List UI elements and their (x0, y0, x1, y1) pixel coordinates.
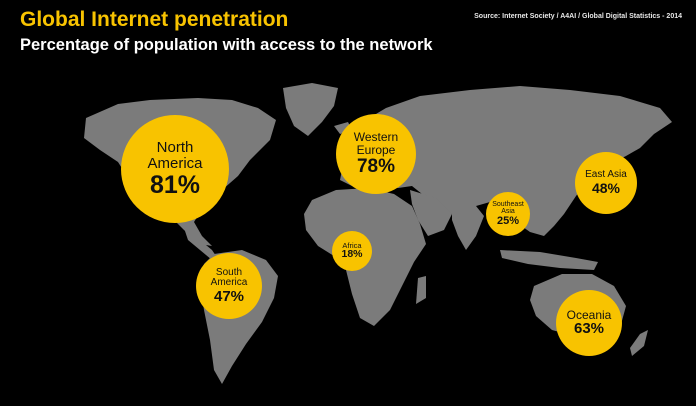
indonesia-shape (500, 250, 598, 270)
bubble-label: Southeast Asia (492, 200, 524, 216)
india-shape (452, 206, 484, 250)
bubble-value: 81% (149, 170, 201, 199)
bubble-africa: Africa 18% (332, 231, 372, 271)
central-america-shape (184, 228, 220, 262)
greenland-shape (283, 83, 338, 136)
madagascar-shape (416, 276, 426, 304)
bubble-label: Western Europe (353, 130, 399, 158)
bubble-east-asia: East Asia 48% (575, 152, 637, 214)
bubble-value: 48% (591, 179, 621, 196)
bubble-label: East Asia (585, 169, 627, 181)
bubble-value: 25% (496, 214, 520, 227)
bubble-north-america: North America 81% (121, 115, 229, 223)
source-note: Source: Internet Society / A4AI / Global… (474, 13, 682, 20)
bubble-western-europe: Western Europe 78% (336, 114, 416, 194)
bubble-value: 47% (213, 287, 245, 305)
bubble-value: 78% (356, 155, 396, 177)
bubble-value: 18% (341, 248, 363, 261)
bubble-southeast-asia: Southeast Asia 25% (486, 192, 530, 236)
eurasia-shape (340, 86, 672, 236)
bubble-label: North America (147, 139, 203, 172)
bubble-label: Africa (342, 240, 362, 250)
page-title: Global Internet penetration (20, 8, 289, 31)
arabia-shape (410, 190, 452, 236)
new-zealand-shape (630, 330, 648, 356)
page-subtitle: Percentage of population with access to … (20, 36, 433, 54)
bubble-label: Oceania (566, 307, 612, 322)
bubble-oceania: Oceania 63% (556, 290, 622, 356)
bubble-south-america: South America 47% (196, 253, 262, 319)
bubble-label: South America (210, 266, 248, 289)
bubble-value: 63% (573, 320, 605, 338)
